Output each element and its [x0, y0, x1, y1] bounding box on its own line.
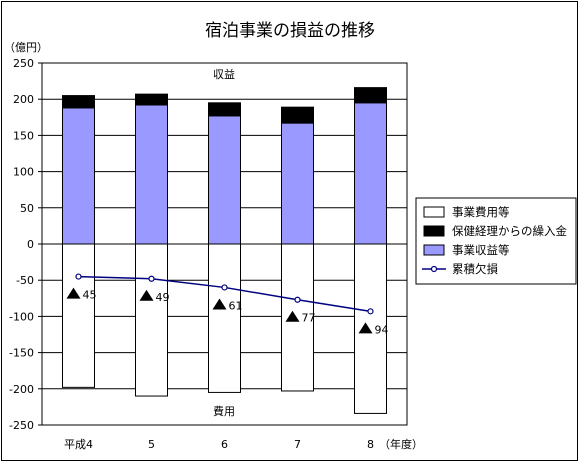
- legend-label: 累積欠損: [452, 262, 498, 276]
- x-tick-label: 7: [294, 438, 301, 451]
- y-tick-label: -50: [16, 274, 34, 287]
- y-tick-label: 200: [13, 93, 34, 106]
- deficit-point: [75, 273, 82, 280]
- deficit-label: 45: [83, 289, 97, 302]
- deficit-triangle: [285, 310, 300, 322]
- deficit-label: 49: [156, 291, 170, 304]
- y-tick-label: 150: [13, 129, 34, 142]
- y-unit-label: （億円）: [4, 41, 48, 54]
- deficit-triangle: [212, 298, 227, 310]
- deficit-triangle: [139, 289, 154, 301]
- legend-swatch: [423, 244, 445, 256]
- revenue-bar: [62, 107, 95, 245]
- y-tick-label: 100: [13, 166, 34, 179]
- deficit-label: 77: [302, 312, 316, 325]
- x-tick-label: 8: [367, 438, 374, 451]
- legend-swatch: [423, 225, 445, 237]
- deficit-point: [221, 284, 228, 291]
- cost-annotation: 費用: [213, 404, 235, 418]
- revenue-bar: [354, 102, 387, 245]
- deficit-point: [294, 296, 301, 303]
- y-tick-label: -100: [9, 310, 34, 323]
- cost-bar: [62, 243, 95, 388]
- y-tick-label: 0: [27, 238, 34, 251]
- y-tick-label: -200: [9, 383, 34, 396]
- deficit-label: 94: [375, 323, 389, 336]
- revenue-annotation: 収益: [213, 67, 235, 81]
- cost-bar: [354, 243, 387, 414]
- deficit-triangle: [66, 287, 81, 299]
- x-axis-unit: （年度）: [379, 437, 423, 451]
- deficit-point: [367, 308, 374, 315]
- x-tick-label: 5: [148, 438, 155, 451]
- x-tick-label: 平成4: [64, 438, 93, 451]
- revenue-bar: [208, 115, 241, 245]
- deficit-point: [148, 275, 155, 282]
- legend-label: 保健経理からの繰入金: [452, 224, 567, 238]
- subsidy-bar: [135, 93, 168, 106]
- subsidy-bar: [281, 106, 314, 124]
- chart-title: 宿泊事業の損益の推移: [205, 21, 375, 41]
- subsidy-bar: [62, 95, 95, 109]
- cost-bar: [281, 243, 314, 392]
- legend-label: 事業収益等: [452, 243, 510, 257]
- legend-marker-icon: [430, 265, 438, 273]
- subsidy-bar: [354, 87, 387, 104]
- legend-label: 事業費用等: [452, 205, 510, 219]
- y-tick-label: -250: [9, 419, 34, 432]
- cost-bar: [135, 243, 168, 397]
- y-tick-label: -150: [9, 347, 34, 360]
- y-tick-label: 50: [20, 202, 34, 215]
- revenue-bar: [281, 122, 314, 245]
- cost-bar: [208, 243, 241, 393]
- deficit-label: 61: [229, 299, 243, 312]
- x-tick-label: 6: [221, 438, 228, 451]
- subsidy-bar: [208, 102, 241, 117]
- y-tick-label: 250: [13, 57, 34, 70]
- revenue-bar: [135, 104, 168, 245]
- deficit-triangle: [358, 322, 373, 334]
- legend-swatch: [423, 206, 445, 218]
